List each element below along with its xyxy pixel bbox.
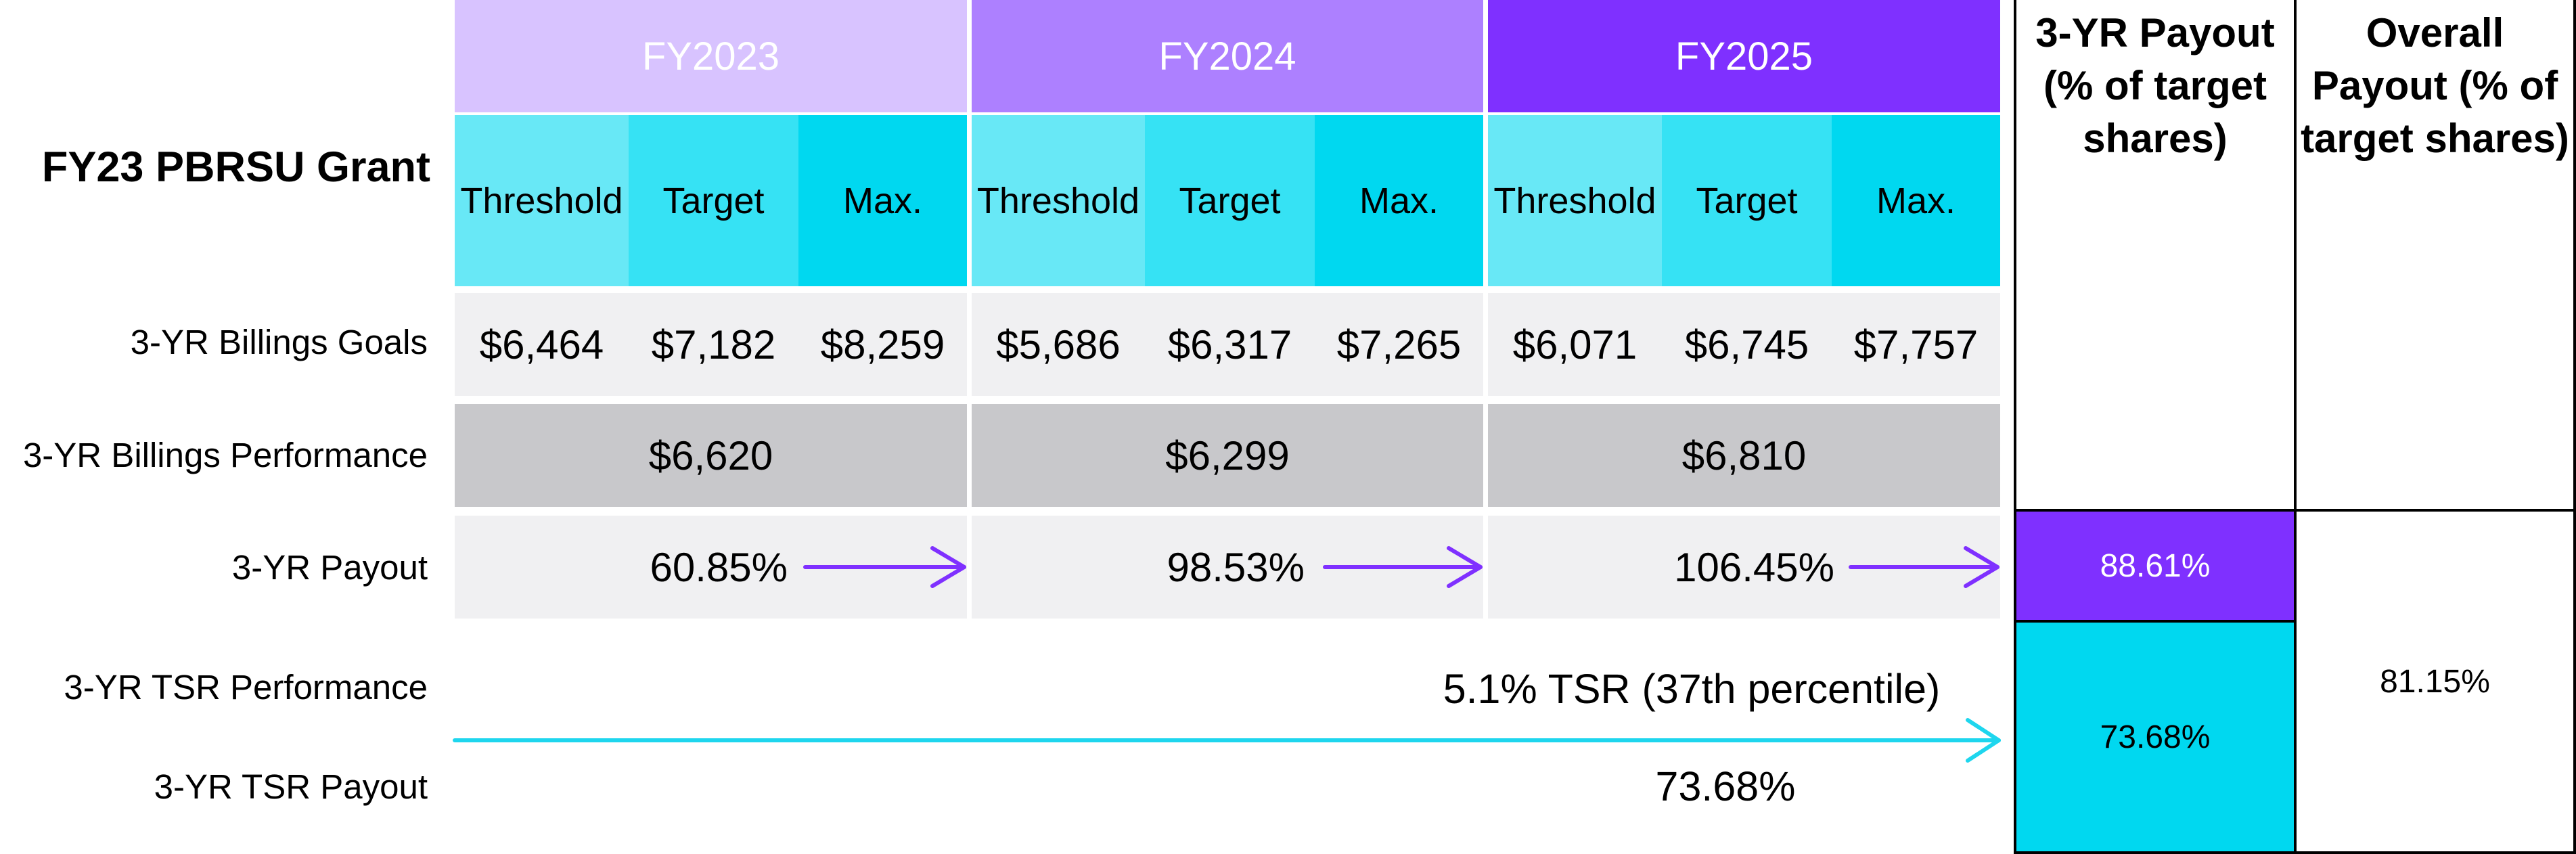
payout-cell-fy2023: 60.85% [455, 516, 967, 619]
payout-value: 106.45% [1674, 544, 1834, 590]
level-max-fy2023: Max. [798, 115, 967, 286]
year-header-fy2024: FY2024 [972, 0, 1483, 112]
three-yr-payout-header-box: 3-YR Payout (% of target shares) [2014, 0, 2297, 514]
goal-value: $5,686 [996, 321, 1121, 367]
performance-fy2024: $6,299 [972, 404, 1483, 507]
overall-payout-header: Overall Payout (% of target shares) [2301, 10, 2569, 161]
goal-value: $6,464 [479, 321, 604, 367]
tsr-payout-text: 73.68% [1655, 763, 1796, 809]
level-threshold-fy2023: Threshold [455, 115, 629, 286]
row-label-performance: 3-YR Billings Performance [22, 435, 428, 474]
performance-fy2025: $6,810 [1488, 404, 2000, 507]
performance-fy2023: $6,620 [455, 404, 967, 507]
three-yr-payout-header: 3-YR Payout (% of target shares) [2035, 10, 2275, 161]
purple-arrow-icon [1849, 546, 1999, 588]
three-yr-payout-value: 88.61% [2014, 509, 2297, 623]
year-header-fy2025: FY2025 [1488, 0, 2000, 112]
goals-cell-fy2025: $6,071 $6,745 $7,757 [1488, 293, 2000, 396]
grant-title: FY23 PBRSU Grant [41, 143, 430, 191]
row-label-goals: 3-YR Billings Goals [130, 322, 428, 361]
payout-value: 60.85% [650, 544, 788, 590]
year-header-fy2023: FY2023 [455, 0, 967, 112]
goals-cell-fy2023: $6,464 $7,182 $8,259 [455, 293, 967, 396]
level-target-fy2024: Target [1145, 115, 1315, 286]
goal-value: $7,182 [651, 321, 776, 367]
level-max-fy2024: Max. [1315, 115, 1483, 286]
row-label-tsr-performance: 3-YR TSR Performance [64, 667, 428, 706]
overall-payout-value: 81.15% [2294, 509, 2576, 854]
cyan-arrow-icon [453, 718, 2001, 763]
goal-value: $6,745 [1684, 321, 1809, 367]
overall-payout-header-box: Overall Payout (% of target shares) [2294, 0, 2576, 514]
level-target-fy2023: Target [629, 115, 798, 286]
level-threshold-fy2024: Threshold [972, 115, 1145, 286]
goals-cell-fy2024: $5,686 $6,317 $7,265 [972, 293, 1483, 396]
level-threshold-fy2025: Threshold [1488, 115, 1662, 286]
purple-arrow-icon [803, 546, 966, 588]
goal-value: $8,259 [820, 321, 945, 367]
purple-arrow-icon [1323, 546, 1483, 588]
tsr-performance-text: 5.1% TSR (37th percentile) [1443, 666, 1941, 712]
row-label-payout: 3-YR Payout [231, 547, 428, 587]
goal-value: $7,265 [1336, 321, 1462, 367]
level-max-fy2025: Max. [1832, 115, 2000, 286]
payout-value: 98.53% [1167, 544, 1305, 590]
goal-value: $6,071 [1512, 321, 1637, 367]
goal-value: $7,757 [1853, 321, 1979, 367]
goal-value: $6,317 [1167, 321, 1292, 367]
row-label-tsr-payout: 3-YR TSR Payout [154, 767, 428, 806]
level-target-fy2025: Target [1662, 115, 1832, 286]
tsr-payout-value: 73.68% [2014, 620, 2297, 854]
